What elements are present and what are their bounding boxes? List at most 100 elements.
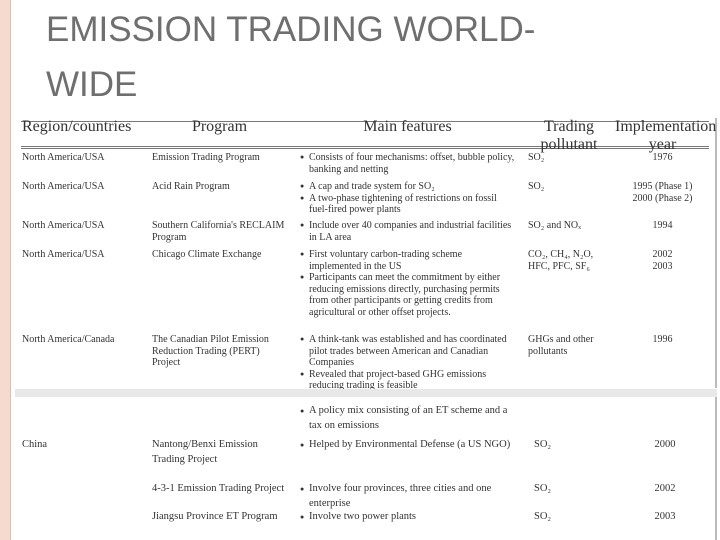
column-header: Implementation year — [615, 118, 717, 153]
feature-item: ● First voluntary carbon-trading scheme i… — [300, 249, 515, 272]
feature-text: Include over 40 companies and industrial… — [309, 220, 512, 243]
pollutant: SO₂ — [534, 439, 552, 450]
slide-title: EMISSION TRADING WORLD- WIDE — [46, 2, 706, 112]
bullet: ● — [300, 369, 305, 378]
pollutant: SO₂ — [534, 511, 552, 522]
table-lower: ● A policy mix consisting of an ET scheme… — [15, 397, 717, 540]
year: 1996 — [615, 334, 710, 346]
table-upper: Region/countries Program Main features Trad… — [15, 118, 717, 391]
pollutant: SO₂ and NOₓ — [528, 220, 582, 231]
year-line: 2000 — [654, 439, 676, 450]
title-line: EMISSION TRADING WORLD- — [46, 10, 536, 49]
program: Acid Rain Program — [152, 181, 230, 192]
year: 2003 — [625, 510, 705, 525]
feature-item: ● A think-tank was established and has co… — [300, 334, 515, 369]
side-stripe — [0, 0, 11, 540]
features: ● First voluntary carbon-trading scheme i… — [300, 249, 515, 318]
features: ● Include over 40 companies and industria… — [300, 220, 515, 243]
bullet: ● — [300, 513, 305, 521]
region: North America/USA — [22, 249, 105, 260]
rule — [21, 121, 709, 122]
program: Emission Trading Program — [152, 152, 260, 163]
bullet: ● — [300, 441, 305, 449]
year: 1994 — [615, 220, 710, 232]
year: 2002 2003 — [615, 249, 710, 272]
pollutant: CO₂, CH₄, N₂O, HFC, PFC, SF₆ — [528, 249, 594, 272]
separator — [15, 389, 717, 397]
column-header: Region/countries — [22, 118, 132, 135]
region: China — [22, 439, 48, 450]
year-line: 2002 — [652, 249, 673, 260]
column-header: Main features — [363, 118, 452, 135]
feature-item: ● A cap and trade system for SO₂ — [300, 181, 515, 193]
feature-item: ● Include over 40 companies and industria… — [300, 220, 515, 243]
features: ● A cap and trade system for SO₂ ● A two-ph… — [300, 181, 515, 216]
feature-item: ● A policy mix consisting of an ET scheme… — [300, 404, 520, 433]
column-header: Trading pollutant — [540, 118, 598, 153]
feature-text: A cap and trade system for SO₂ — [309, 181, 435, 192]
program: Nantong/Benxi Emission Trading Project — [152, 439, 258, 465]
rule — [21, 146, 709, 147]
year: 1995 (Phase 1) 2000 (Phase 2) — [615, 181, 710, 204]
region: North America/USA — [22, 152, 105, 163]
features: ● A think-tank was established and has co… — [300, 334, 515, 392]
feature-text: Involve four provinces, three cities and… — [309, 483, 492, 509]
feature-item: ● Participants can meet the commitment by… — [300, 272, 515, 318]
year-line: 2003 — [654, 511, 676, 522]
pollutant: SO₂ — [528, 181, 545, 192]
bullet: ● — [300, 407, 305, 415]
features: ● Consists of four mechanisms: offset, bu… — [300, 152, 515, 175]
year-line: 1994 — [652, 220, 673, 231]
feature-item: ● Helped by Environmental Defense (a US N… — [300, 438, 520, 453]
feature-text: Consists of four mechanisms: offset, bub… — [309, 152, 515, 175]
bullet: ● — [300, 193, 305, 202]
program: Southern California's RECLAIM Program — [152, 220, 285, 243]
feature-text: A think-tank was established and has coo… — [309, 334, 507, 368]
rule — [21, 148, 709, 149]
title-line: WIDE — [46, 65, 138, 104]
program: 4-3-1 Emission Trading Project — [152, 483, 285, 494]
feature-item: ● Consists of four mechanisms: offset, bu… — [300, 152, 515, 175]
year-line: 1996 — [652, 334, 673, 345]
program: Chicago Climate Exchange — [152, 249, 262, 260]
feature-text: Involve two power plants — [309, 511, 417, 522]
bullet: ● — [300, 182, 305, 190]
bullet: ● — [300, 250, 305, 258]
region: North America/Canada — [22, 334, 115, 345]
features: ● A policy mix consisting of an ET scheme… — [300, 404, 520, 433]
feature-item: ● Revealed that project-based GHG emissio… — [300, 369, 515, 392]
feature-item: ● Involve two power plants — [300, 510, 520, 525]
features: ● Involve two power plants — [300, 510, 520, 525]
year: 1976 — [615, 152, 710, 164]
features: ● Helped by Environmental Defense (a US N… — [300, 438, 520, 453]
year-line: 1995 (Phase 1) — [632, 181, 693, 192]
program: The Canadian Pilot Emission Reduction Tr… — [152, 334, 269, 368]
year: 2000 — [625, 438, 705, 453]
year-line: 2000 (Phase 2) — [632, 192, 693, 204]
region: North America/USA — [22, 220, 105, 231]
feature-text: First voluntary carbon-trading scheme im… — [309, 249, 463, 272]
bullet: ● — [300, 221, 305, 229]
bullet: ● — [300, 485, 305, 493]
bullet: ● — [300, 335, 305, 343]
column-header: Program — [191, 118, 248, 135]
feature-item: ● A two-phase tightening of restrictions … — [300, 193, 515, 216]
year: 2002 — [625, 482, 705, 497]
pollutant: SO₂ — [528, 152, 545, 163]
year-line: 2003 — [652, 260, 673, 272]
feature-text: A policy mix consisting of an ET scheme … — [309, 405, 508, 431]
program: Jiangsu Province ET Program — [152, 511, 278, 522]
region: North America/USA — [22, 181, 105, 192]
features: ● Involve four provinces, three cities an… — [300, 482, 520, 511]
pollutant: SO₂ — [534, 483, 552, 494]
year-line: 1976 — [652, 152, 673, 163]
feature-text: Helped by Environmental Defense (a US NG… — [309, 439, 511, 450]
feature-text: Revealed that project-based GHG emission… — [309, 368, 487, 392]
bullet: ● — [300, 273, 305, 281]
feature-text: Participants can meet the commitment by … — [309, 272, 501, 318]
feature-text: A two-phase tightening of restrictions o… — [309, 192, 497, 216]
feature-item: ● Involve four provinces, three cities an… — [300, 482, 520, 511]
bullet: ● — [300, 153, 305, 161]
year-line: 2002 — [654, 483, 676, 494]
